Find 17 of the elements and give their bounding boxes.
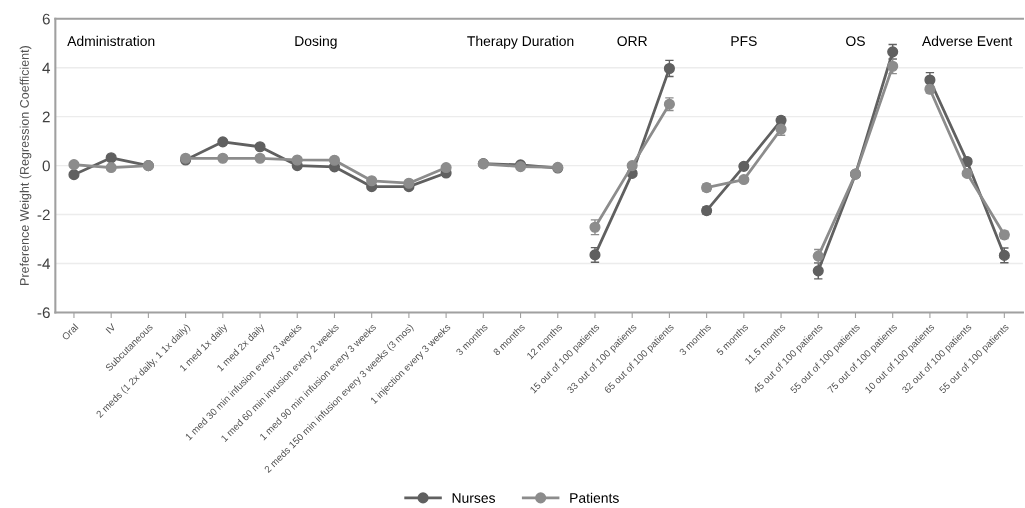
y-tick-label: -2: [37, 209, 50, 221]
annotation: Adverse Event: [921, 35, 1013, 47]
annotation: Administration: [67, 35, 155, 47]
y-tick-label: 4: [42, 62, 51, 74]
annotation: PFS: [731, 36, 757, 47]
y-tick-label: 6: [42, 13, 50, 25]
y-tick-label: -6: [37, 307, 50, 319]
annotation: Therapy Duration: [467, 35, 574, 49]
y-axis-title: Preference Weight (Regression Coefficient): [19, 46, 32, 285]
y-tick-label: 0: [42, 160, 50, 172]
y-tick-label: 2: [42, 111, 50, 123]
annotation: ORR: [617, 36, 647, 47]
legend-label: Nurses: [452, 493, 496, 503]
annotation: OS: [846, 36, 865, 47]
legend-label: Patients: [570, 492, 619, 503]
annotation: Dosing: [295, 35, 337, 49]
y-tick-label: -4: [37, 258, 51, 270]
